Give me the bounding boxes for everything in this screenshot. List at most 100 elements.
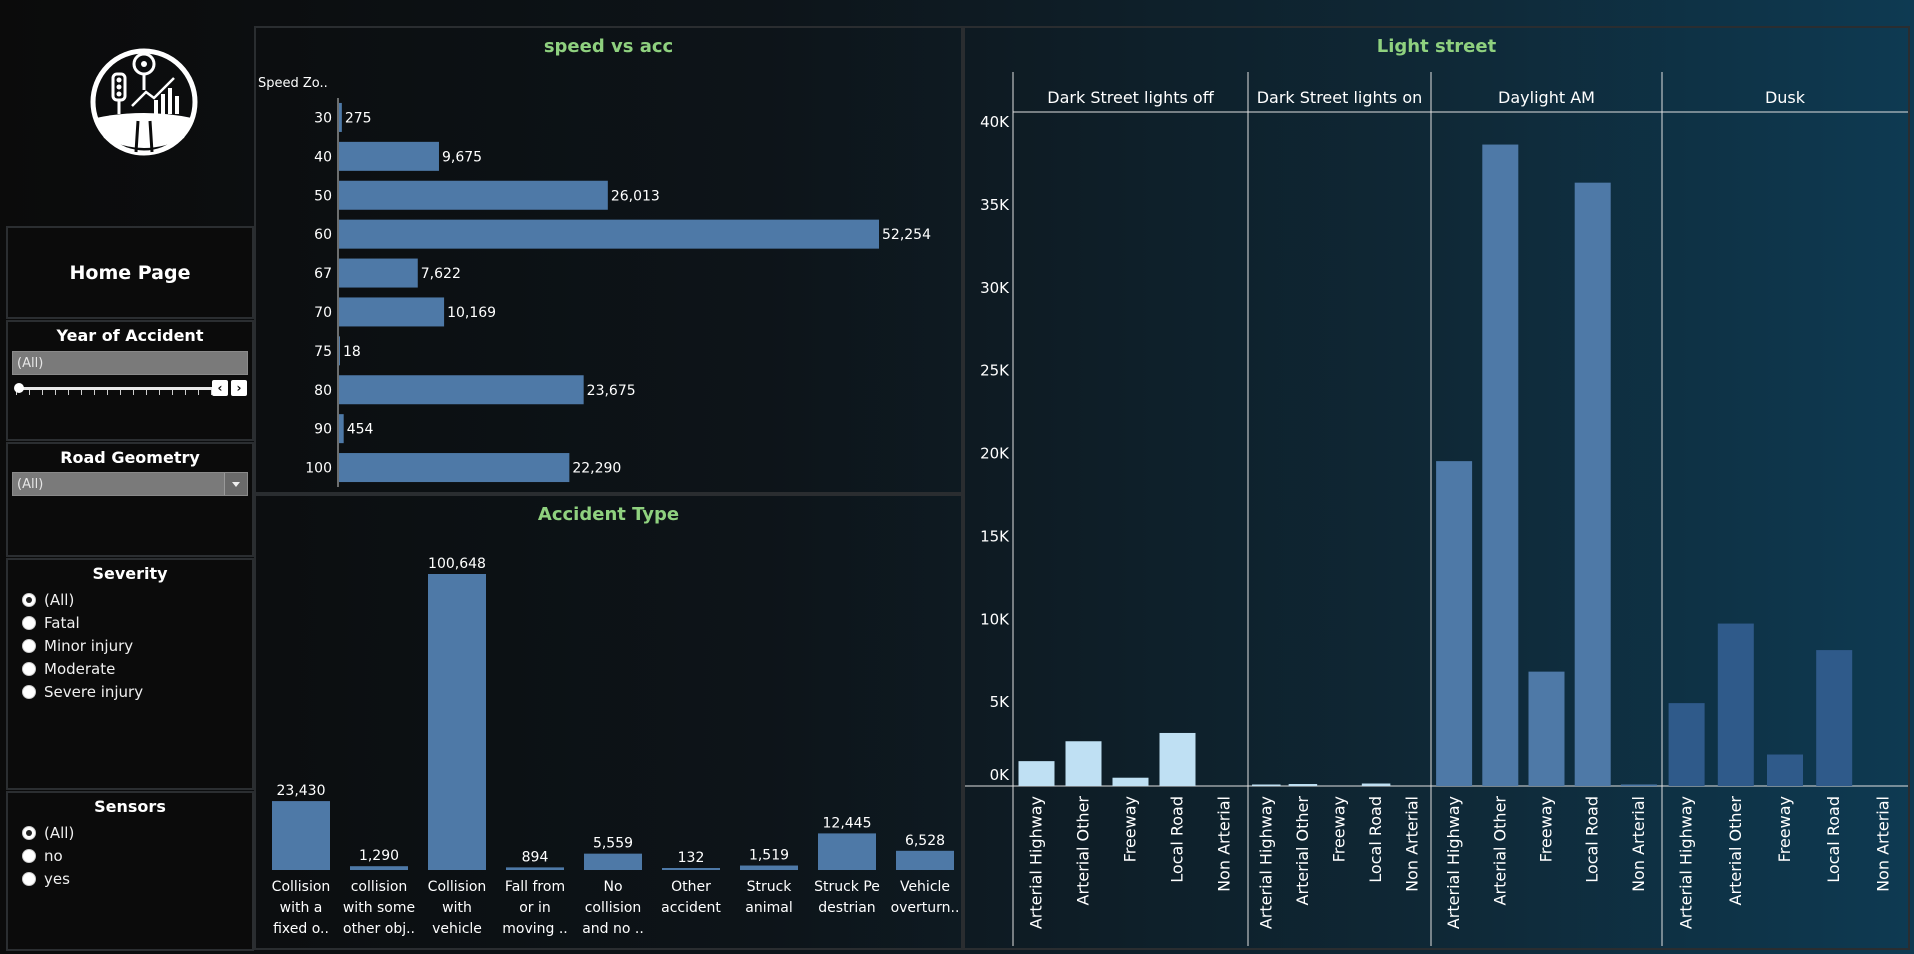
light-bar[interactable]	[1288, 784, 1318, 786]
accident-category-label: Collision	[272, 879, 331, 895]
sensors-option[interactable]: (All)	[22, 823, 74, 843]
light-bar[interactable]	[1482, 144, 1519, 787]
light-bar[interactable]	[1361, 783, 1391, 786]
accident-data-label: 894	[522, 849, 549, 865]
light-bar[interactable]	[1816, 650, 1853, 786]
speed-data-label: 18	[343, 344, 361, 360]
road-geometry-select[interactable]: (All)	[12, 472, 248, 496]
chevron-down-icon[interactable]	[224, 473, 247, 495]
light-category-label: Non Arterial	[1873, 796, 1892, 892]
home-page-button[interactable]: Home Page	[6, 226, 254, 319]
light-y-tick-label: 5K	[990, 693, 1011, 711]
speed-tick-label: 30	[314, 110, 332, 126]
radio-icon[interactable]	[22, 826, 36, 840]
road-safety-logo-icon	[90, 48, 198, 156]
severity-option[interactable]: Moderate	[22, 659, 115, 679]
light-street-title: Light street	[1376, 36, 1497, 57]
light-bar[interactable]	[1252, 784, 1281, 787]
light-bar[interactable]	[1436, 461, 1473, 786]
light-y-tick-label: 15K	[980, 527, 1010, 545]
sensors-option[interactable]: yes	[22, 869, 70, 889]
speed-chart: Speed Zo.. 30 275 40 9,675 50 26,013 60 52,254 67…	[258, 76, 931, 487]
radio-icon[interactable]	[22, 662, 36, 676]
accident-bar[interactable]	[662, 868, 720, 870]
accident-data-label: 23,430	[277, 783, 326, 799]
radio-icon[interactable]	[22, 639, 36, 653]
light-category-label: Local Road	[1583, 796, 1602, 883]
accident-bar[interactable]	[740, 865, 798, 870]
radio-icon[interactable]	[22, 872, 36, 886]
accident-category-label: Struck	[747, 879, 793, 895]
accident-data-label: 132	[678, 850, 705, 866]
severity-option[interactable]: Minor injury	[22, 636, 133, 656]
light-category-label: Arterial Other	[1074, 796, 1093, 906]
accident-category-label: Struck Pe	[814, 879, 880, 895]
speed-bar[interactable]	[339, 141, 439, 171]
light-y-tick-label: 35K	[980, 196, 1010, 214]
light-category-label: Arterial Highway	[1677, 796, 1696, 929]
accident-bar[interactable]	[584, 853, 642, 870]
speed-bar[interactable]	[339, 375, 584, 405]
light-bar[interactable]	[1528, 671, 1565, 786]
radio-icon[interactable]	[22, 616, 36, 630]
radio-icon[interactable]	[22, 849, 36, 863]
accident-bar[interactable]	[818, 833, 876, 870]
light-bar[interactable]	[1018, 761, 1055, 786]
accident-bar[interactable]	[428, 574, 486, 870]
speed-bar[interactable]	[339, 297, 445, 327]
light-bar[interactable]	[1717, 623, 1754, 786]
year-prev-button[interactable]: ‹	[212, 380, 228, 396]
light-street-chart: 0K 5K 10K 15K 20K 25K 30K 35K 40K Dark Street lig…	[965, 72, 1908, 946]
road-geometry-value: (All)	[17, 477, 44, 492]
radio-icon[interactable]	[22, 593, 36, 607]
year-select-value: (All)	[17, 356, 44, 371]
speed-bar[interactable]	[339, 453, 570, 483]
severity-option[interactable]: (All)	[22, 590, 74, 610]
light-bar[interactable]	[1159, 732, 1196, 786]
speed-data-label: 10,169	[447, 305, 496, 321]
light-bar[interactable]	[1065, 741, 1102, 786]
year-slider-knob[interactable]	[14, 383, 24, 393]
accident-data-label: 5,559	[593, 836, 633, 852]
severity-option[interactable]: Fatal	[22, 613, 80, 633]
sensors-option[interactable]: no	[22, 846, 63, 866]
speed-tick-label: 75	[314, 344, 332, 360]
speed-bar[interactable]	[339, 180, 608, 210]
light-category-label: Non Arterial	[1629, 796, 1648, 892]
accident-bar[interactable]	[350, 866, 408, 870]
speed-bar[interactable]	[339, 258, 418, 288]
speed-data-label: 9,675	[442, 149, 482, 165]
speed-tick-label: 40	[314, 149, 332, 165]
year-slider-track[interactable]	[16, 387, 212, 390]
light-bar[interactable]	[1767, 754, 1803, 786]
light-bar[interactable]	[1574, 182, 1611, 787]
speed-tick-label: 60	[314, 227, 332, 243]
radio-icon[interactable]	[22, 685, 36, 699]
speed-tick-label: 100	[305, 461, 332, 477]
year-next-button[interactable]: ›	[231, 380, 247, 396]
light-bar[interactable]	[1112, 777, 1149, 786]
year-filter-title: Year of Accident	[56, 326, 204, 345]
accident-data-label: 1,290	[359, 848, 399, 864]
light-category-label: Freeway	[1330, 796, 1349, 862]
year-select[interactable]: (All)	[12, 351, 248, 375]
speed-bar[interactable]	[339, 102, 342, 132]
light-category-label: Arterial Other	[1490, 796, 1509, 906]
accident-category-label: destrian	[818, 900, 875, 916]
accident-data-label: 100,648	[428, 556, 486, 572]
accident-bar[interactable]	[506, 867, 564, 870]
light-bar[interactable]	[1668, 703, 1705, 786]
speed-bar[interactable]	[339, 219, 879, 249]
light-street-panel: Light street 0K 5K 10K 15K 20K 25K 30K 35K 40K Da…	[963, 26, 1910, 950]
accident-bar[interactable]	[896, 850, 954, 870]
speed-bar[interactable]	[339, 414, 344, 444]
severity-option[interactable]: Severe injury	[22, 682, 143, 702]
light-category-label: Arterial Other	[1293, 796, 1312, 906]
speed-data-label: 23,675	[587, 383, 636, 399]
accident-bar[interactable]	[272, 801, 330, 870]
light-bar[interactable]	[1620, 784, 1657, 787]
accident-category-label: with some	[343, 900, 415, 916]
light-y-tick-label: 40K	[980, 113, 1010, 131]
speed-bar[interactable]	[339, 336, 340, 366]
sensors-option-label: no	[44, 847, 63, 865]
